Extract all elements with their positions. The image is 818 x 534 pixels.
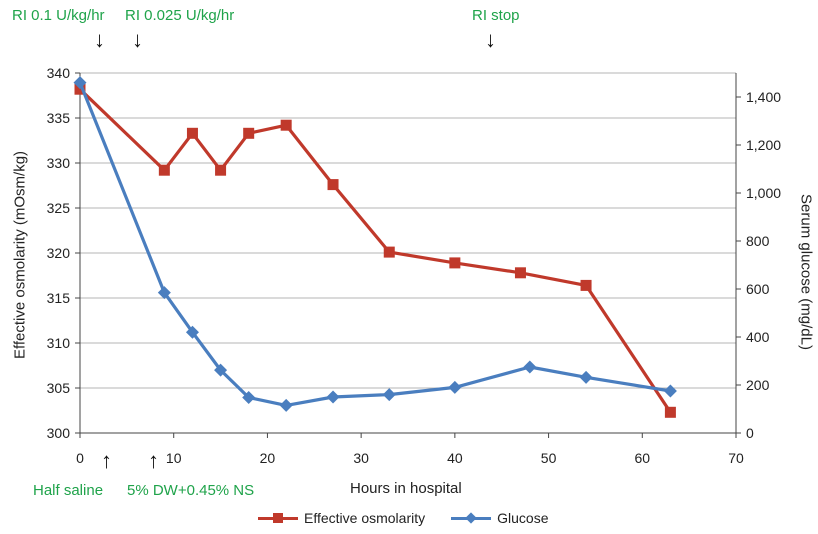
y-right-tick-label: 400 xyxy=(746,329,770,345)
osmolarity-point xyxy=(74,83,86,95)
down-arrow-ri-stop: ↓ xyxy=(485,27,496,52)
legend-label-glucose: Glucose xyxy=(497,510,549,526)
y-right-tick-label: 200 xyxy=(746,377,770,393)
legend-swatch-glucose xyxy=(451,512,492,524)
y-left-tick-label: 335 xyxy=(47,110,71,126)
x-axis-title: Hours in hospital xyxy=(350,480,462,497)
y-right-tick-label: 600 xyxy=(746,281,770,297)
legend-item-glucose: Glucose xyxy=(451,510,548,526)
glucose-point xyxy=(326,390,340,404)
osmolarity-point xyxy=(243,127,255,139)
y-right-tick-label: 1,400 xyxy=(746,89,781,105)
x-tick-label: 10 xyxy=(166,450,182,466)
x-tick-label: 20 xyxy=(260,450,276,466)
down-arrow-ri-01: ↓ xyxy=(94,27,105,52)
glucose-point xyxy=(214,363,228,377)
osmolarity-point xyxy=(280,119,292,131)
y-axis-left-title: Effective osmolarity (mOsm/kg) xyxy=(11,150,29,360)
y-right-tick-label: 1,000 xyxy=(746,185,781,201)
up-arrow-dw-ns: ↑ xyxy=(148,448,159,473)
x-tick-label: 30 xyxy=(353,450,369,466)
glucose-point xyxy=(279,398,293,412)
x-tick-label: 60 xyxy=(634,450,650,466)
legend: Effective osmolarity Glucose xyxy=(258,510,548,526)
y-right-tick-label: 1,200 xyxy=(746,137,781,153)
x-tick-label: 0 xyxy=(76,450,84,466)
osmolarity-point xyxy=(580,279,592,291)
x-tick-label: 70 xyxy=(728,450,744,466)
osmolarity-point xyxy=(514,267,526,279)
x-tick-label: 50 xyxy=(541,450,557,466)
ri-stop-annotation: RI stop xyxy=(472,7,520,24)
y-left-tick-label: 310 xyxy=(47,335,71,351)
glucose-point xyxy=(157,286,171,300)
glucose-point xyxy=(73,76,87,90)
y-right-tick-label: 800 xyxy=(746,233,770,249)
y-left-tick-label: 300 xyxy=(47,425,71,441)
ri-01-annotation: RI 0.1 U/kg/hr xyxy=(12,7,105,24)
dw-ns-annotation: 5% DW+0.45% NS xyxy=(127,482,255,499)
ri-0025-annotation: RI 0.025 U/kg/hr xyxy=(125,7,235,24)
y-left-tick-label: 305 xyxy=(47,380,71,396)
glucose-point xyxy=(579,370,593,384)
y-left-tick-label: 330 xyxy=(47,155,71,171)
glucose-point xyxy=(382,388,396,402)
osmolarity-point xyxy=(327,179,339,191)
glucose-point xyxy=(663,384,677,398)
legend-label-osmolarity: Effective osmolarity xyxy=(304,510,426,526)
y-left-tick-label: 320 xyxy=(47,245,71,261)
legend-item-osmolarity: Effective osmolarity xyxy=(258,510,425,526)
glucose-point xyxy=(242,390,256,404)
y-left-tick-label: 325 xyxy=(47,200,71,216)
legend-swatch-osmolarity xyxy=(258,512,298,524)
down-arrow-ri-0025: ↓ xyxy=(132,27,143,52)
osmolarity-point xyxy=(449,257,461,269)
osmolarity-point xyxy=(158,164,170,176)
osmolarity-point xyxy=(215,164,227,176)
glucose-point xyxy=(523,360,537,374)
osmolarity-point xyxy=(186,127,198,139)
half-saline-annotation: Half saline xyxy=(33,482,104,499)
glucose-point xyxy=(185,325,199,339)
series-line-osmolarity xyxy=(78,88,672,414)
x-tick-label: 40 xyxy=(447,450,463,466)
y-right-tick-label: 0 xyxy=(746,425,754,441)
up-arrow-half-saline: ↑ xyxy=(101,448,112,473)
y-axis-right-title: Serum glucose (mg/dL) xyxy=(797,194,815,350)
y-left-tick-label: 340 xyxy=(47,65,71,81)
series-line-glucose xyxy=(78,82,671,407)
osmolarity-point xyxy=(383,246,395,258)
osmolarity-point xyxy=(664,406,676,418)
y-left-tick-label: 315 xyxy=(47,290,71,306)
glucose-point xyxy=(448,380,462,394)
